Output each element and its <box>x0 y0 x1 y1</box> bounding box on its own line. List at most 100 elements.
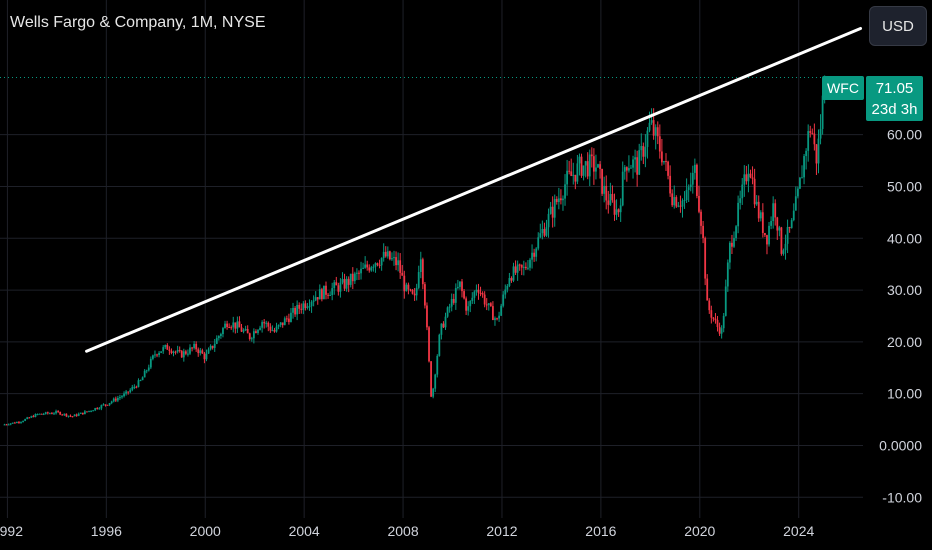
candle-body <box>347 278 350 285</box>
candle-body <box>704 238 707 279</box>
candle-body <box>104 404 107 406</box>
candle-body <box>677 205 680 207</box>
candle-body <box>356 272 358 274</box>
candle-body <box>141 377 144 381</box>
candle-body <box>747 173 750 182</box>
candle-body <box>283 318 286 326</box>
candle-body <box>224 323 226 329</box>
candle-body <box>529 259 531 268</box>
candle-body <box>619 205 622 213</box>
candle-body <box>232 322 235 328</box>
candle-body <box>592 156 595 172</box>
candle-body <box>174 351 177 353</box>
x-tick-label: 2024 <box>783 523 814 539</box>
candle-body <box>413 293 416 296</box>
candle-body <box>444 316 447 328</box>
candle-body <box>731 242 733 247</box>
candle-body <box>675 197 678 207</box>
candle-body <box>562 198 564 201</box>
candle-body <box>724 286 727 316</box>
candle-body <box>133 386 136 388</box>
candle-body <box>121 396 123 398</box>
chart-title: Wells Fargo & Company, 1M, NYSE <box>10 14 266 31</box>
candle-body <box>809 131 812 133</box>
candle-body <box>201 350 204 354</box>
candle-body <box>751 177 754 179</box>
candle-body <box>407 284 410 290</box>
candle-body <box>59 411 62 415</box>
candle-body <box>38 413 41 415</box>
candle-body <box>514 266 517 273</box>
candle-body <box>55 411 57 414</box>
candle-body <box>162 347 165 352</box>
candle-body <box>182 351 185 358</box>
candle-body <box>292 307 294 313</box>
candle-body <box>541 229 544 234</box>
candle-body <box>129 389 132 393</box>
candle-body <box>516 264 519 273</box>
candle-body <box>728 242 731 263</box>
candle-body <box>764 233 766 236</box>
candle-body <box>421 259 424 285</box>
candle-body <box>588 154 591 177</box>
candle-body <box>48 413 51 415</box>
candle-body <box>279 322 282 325</box>
candle-body <box>13 422 16 424</box>
candle-body <box>794 196 797 211</box>
candle-body <box>582 165 585 176</box>
candle-body <box>5 424 8 426</box>
candle-body <box>755 201 758 205</box>
candle-body <box>213 343 216 348</box>
currency-button[interactable]: USD <box>869 6 927 46</box>
candle-body <box>741 184 744 199</box>
candle-body <box>743 174 746 185</box>
candle-body <box>776 217 779 231</box>
candle-body <box>215 338 218 344</box>
candle-body <box>143 370 146 378</box>
candle-body <box>259 327 261 330</box>
candle-body <box>784 243 787 251</box>
candle-body <box>114 398 117 401</box>
candle-body <box>20 421 22 423</box>
candle-body <box>494 318 496 321</box>
candle-body <box>90 410 92 412</box>
candle-body <box>506 285 509 290</box>
candle-body <box>220 334 222 337</box>
candle-body <box>51 413 53 415</box>
candle-body <box>267 322 270 327</box>
trendline[interactable] <box>85 26 863 353</box>
candle-body <box>263 322 266 324</box>
candle-body <box>735 226 737 239</box>
candle-body <box>353 273 356 282</box>
candle-body <box>46 412 49 414</box>
candle-body <box>106 404 109 406</box>
candle-body <box>320 289 323 300</box>
x-axis-labels: 1992 1996 2000 2004 2008 2012 2016 2020 2024 <box>0 523 814 539</box>
y-tick-label: 60.00 <box>887 127 922 143</box>
candle-body <box>345 278 348 289</box>
candle-body <box>81 412 84 415</box>
candle-body <box>189 347 191 354</box>
candle-body <box>813 133 816 145</box>
candle-body <box>658 136 661 152</box>
y-tick-label: 20.00 <box>887 334 922 350</box>
candle-body <box>716 320 719 327</box>
candle-body <box>555 198 558 202</box>
grid-lines <box>0 0 863 518</box>
candle-body <box>362 267 364 269</box>
candle-body <box>708 300 711 311</box>
candle-body <box>255 331 257 333</box>
candle-body <box>650 120 653 123</box>
candle-body <box>376 263 379 265</box>
candle-body <box>209 345 212 350</box>
candle-body <box>568 170 571 172</box>
candle-body <box>510 278 513 281</box>
candle-body <box>195 343 198 350</box>
candle-body <box>667 161 669 176</box>
candle-body <box>469 300 472 307</box>
candle-body <box>718 326 721 334</box>
candle-body <box>288 318 290 322</box>
candle-body <box>673 197 676 206</box>
candle-body <box>318 289 321 300</box>
